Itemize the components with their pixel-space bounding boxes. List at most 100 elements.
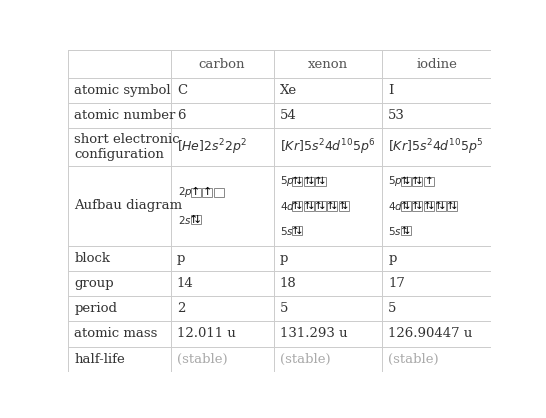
Bar xyxy=(292,226,302,235)
Bar xyxy=(214,188,224,197)
Bar xyxy=(401,201,411,211)
Bar xyxy=(191,188,201,197)
Text: $\mathit{2s}$: $\mathit{2s}$ xyxy=(179,214,192,226)
Text: ↑: ↑ xyxy=(314,176,323,186)
Text: ↓: ↓ xyxy=(415,201,424,211)
Text: ↑: ↑ xyxy=(302,201,311,211)
Text: ↑: ↑ xyxy=(302,176,311,186)
Text: ↑: ↑ xyxy=(337,201,346,211)
Text: ↓: ↓ xyxy=(438,201,447,211)
Text: ↓: ↓ xyxy=(330,201,339,211)
Text: short electronic
configuration: short electronic configuration xyxy=(74,133,180,161)
Text: 2: 2 xyxy=(177,302,185,315)
Text: ↓: ↓ xyxy=(318,176,327,186)
Bar xyxy=(401,226,411,235)
Text: ↓: ↓ xyxy=(295,226,304,236)
Text: atomic mass: atomic mass xyxy=(74,327,158,340)
Text: atomic symbol: atomic symbol xyxy=(74,84,171,97)
Text: ↓: ↓ xyxy=(450,201,459,211)
Text: ↑: ↑ xyxy=(291,201,300,211)
Bar xyxy=(436,201,446,211)
Text: group: group xyxy=(74,277,114,290)
Text: 12.011 u: 12.011 u xyxy=(177,327,236,340)
Bar xyxy=(424,176,434,186)
Text: ↑: ↑ xyxy=(411,201,420,211)
Text: $\mathit{[Kr]5s^{2}4d^{10}5p^{6}}$: $\mathit{[Kr]5s^{2}4d^{10}5p^{6}}$ xyxy=(280,138,376,157)
Bar xyxy=(316,201,325,211)
Text: carbon: carbon xyxy=(199,58,245,71)
Text: $\mathit{5p}$: $\mathit{5p}$ xyxy=(388,174,403,188)
Bar xyxy=(412,176,423,186)
Text: I: I xyxy=(388,84,394,97)
Text: iodine: iodine xyxy=(416,58,457,71)
Bar xyxy=(412,201,423,211)
Text: ↑: ↑ xyxy=(189,214,199,224)
Text: $\mathit{4d}$: $\mathit{4d}$ xyxy=(280,200,295,212)
Text: $\mathit{2p}$: $\mathit{2p}$ xyxy=(179,185,193,199)
Bar xyxy=(401,176,411,186)
Text: 5: 5 xyxy=(280,302,288,315)
Text: ↓: ↓ xyxy=(295,176,304,186)
Text: ↑: ↑ xyxy=(291,226,300,236)
Text: ↑: ↑ xyxy=(425,176,434,186)
Text: ↑: ↑ xyxy=(400,201,408,211)
Text: ↑: ↑ xyxy=(446,201,455,211)
Text: ↑: ↑ xyxy=(203,187,212,197)
Text: ↑: ↑ xyxy=(314,201,323,211)
Text: ↑: ↑ xyxy=(411,176,420,186)
Text: $\mathit{4d}$: $\mathit{4d}$ xyxy=(388,200,403,212)
Text: 53: 53 xyxy=(388,109,405,122)
Text: xenon: xenon xyxy=(308,58,348,71)
Text: 5: 5 xyxy=(388,302,397,315)
Bar xyxy=(327,201,337,211)
Text: ↓: ↓ xyxy=(193,214,203,224)
Text: ↓: ↓ xyxy=(403,201,412,211)
Bar xyxy=(203,188,212,197)
Text: ↓: ↓ xyxy=(403,176,412,186)
Text: ↓: ↓ xyxy=(426,201,435,211)
Bar xyxy=(447,201,458,211)
Text: C: C xyxy=(177,84,187,97)
Text: 18: 18 xyxy=(280,277,296,290)
Bar xyxy=(292,201,302,211)
Text: block: block xyxy=(74,252,110,265)
Bar xyxy=(424,201,434,211)
Text: (stable): (stable) xyxy=(280,353,330,366)
Bar xyxy=(292,176,302,186)
Text: ↓: ↓ xyxy=(403,226,412,236)
Text: ↑: ↑ xyxy=(400,226,408,236)
Bar xyxy=(304,201,314,211)
Text: period: period xyxy=(74,302,117,315)
Text: ↓: ↓ xyxy=(306,201,315,211)
Text: 126.90447 u: 126.90447 u xyxy=(388,327,473,340)
Text: 14: 14 xyxy=(177,277,193,290)
Text: ↑: ↑ xyxy=(326,201,335,211)
Text: p: p xyxy=(177,252,185,265)
Bar xyxy=(316,176,325,186)
Text: 6: 6 xyxy=(177,109,185,122)
Text: $\mathit{5s}$: $\mathit{5s}$ xyxy=(280,225,294,237)
Text: ↓: ↓ xyxy=(306,176,315,186)
Text: $\mathit{[He]2s^{2}2p^{2}}$: $\mathit{[He]2s^{2}2p^{2}}$ xyxy=(177,138,247,157)
Text: ↑: ↑ xyxy=(423,201,431,211)
Text: $\mathit{5p}$: $\mathit{5p}$ xyxy=(280,174,294,188)
Bar xyxy=(339,201,349,211)
Text: (stable): (stable) xyxy=(388,353,439,366)
Text: ↑: ↑ xyxy=(434,201,443,211)
Text: 54: 54 xyxy=(280,109,296,122)
Text: atomic number: atomic number xyxy=(74,109,176,122)
Text: 17: 17 xyxy=(388,277,405,290)
Text: ↓: ↓ xyxy=(341,201,350,211)
Text: p: p xyxy=(388,252,397,265)
Bar xyxy=(191,215,201,224)
Text: p: p xyxy=(280,252,288,265)
Text: half-life: half-life xyxy=(74,353,125,366)
Text: ↑: ↑ xyxy=(191,187,200,197)
Bar xyxy=(304,176,314,186)
Text: ↓: ↓ xyxy=(318,201,327,211)
Text: 131.293 u: 131.293 u xyxy=(280,327,347,340)
Text: ↑: ↑ xyxy=(291,176,300,186)
Text: $\mathit{5s}$: $\mathit{5s}$ xyxy=(388,225,402,237)
Text: ↓: ↓ xyxy=(295,201,304,211)
Text: (stable): (stable) xyxy=(177,353,227,366)
